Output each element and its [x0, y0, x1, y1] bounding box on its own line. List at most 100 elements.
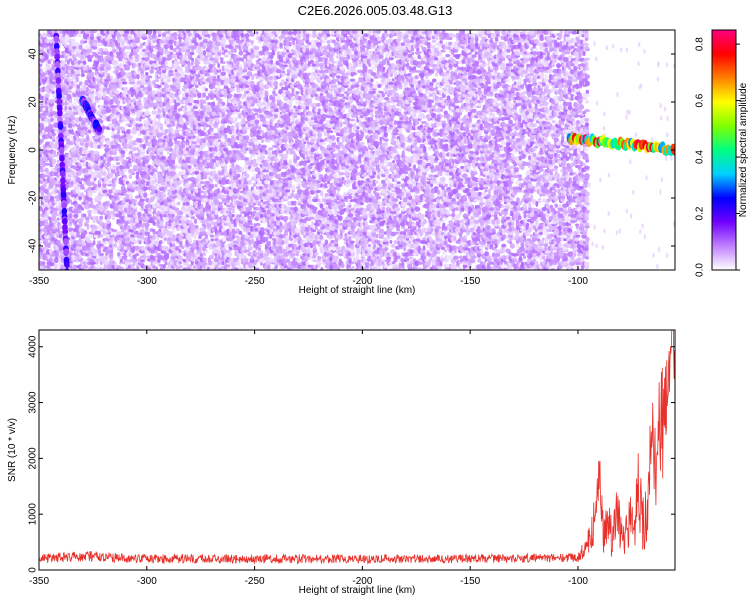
spectrogram-cell — [188, 233, 192, 240]
spectrogram-cell — [110, 183, 116, 187]
spectrogram-cell — [91, 189, 97, 194]
spectrogram-cell — [84, 223, 89, 227]
spectrogram-cell — [53, 263, 58, 269]
spectrogram-cell — [75, 30, 80, 35]
spectrogram-cell — [63, 125, 67, 132]
spectrogram-cell — [78, 147, 83, 152]
spectrogram-cell — [136, 73, 140, 80]
spectrogram-cell — [207, 33, 211, 38]
spectrogram-cell — [114, 109, 118, 113]
spectrogram-cell — [105, 107, 112, 114]
spectrogram-cell — [86, 240, 93, 244]
spectrogram-cell — [77, 33, 82, 38]
spectrogram-cell — [39, 228, 43, 233]
spectrogram-cell — [137, 211, 142, 218]
spectrogram-cell — [101, 168, 107, 173]
spectrogram-cell — [189, 51, 195, 56]
spectrogram-cell — [120, 126, 126, 131]
spectrogram-cell — [114, 263, 118, 270]
spectrogram-cell — [75, 42, 80, 48]
spectrogram-cell — [204, 250, 209, 254]
spectrogram-cell — [164, 60, 168, 66]
spectrogram-cell — [146, 213, 152, 218]
spectrogram-cell — [92, 240, 96, 246]
spectrogram-cell — [49, 98, 54, 105]
spectrogram-cell — [85, 150, 90, 154]
spectrogram-cell — [249, 123, 255, 127]
spectrogram-cell — [103, 80, 110, 85]
spectrogram-cell — [87, 132, 93, 136]
spectrogram-cell — [128, 168, 134, 173]
spectrogram-cell — [257, 125, 262, 132]
spectrogram-cell — [99, 234, 104, 238]
spectrogram-cell — [133, 239, 137, 245]
spectrogram-cell — [97, 93, 102, 99]
spectrogram-cell — [193, 218, 198, 224]
spectrogram-cell — [56, 159, 60, 163]
spectrogram-cell — [86, 54, 92, 60]
spectrogram-cell — [78, 138, 82, 142]
spectrogram-cell — [41, 261, 46, 265]
spectrogram-cell — [88, 150, 95, 154]
spectrogram-cell — [50, 117, 54, 123]
spectrogram-cell — [39, 216, 45, 222]
spectrogram-cell — [171, 120, 176, 124]
spectrogram-cell — [92, 76, 96, 83]
spectrogram-cell — [116, 31, 120, 35]
spectrogram-cell — [90, 153, 95, 158]
spectrogram-cell — [111, 150, 118, 156]
spectrogram-cell — [73, 213, 79, 219]
spectrogram-cell — [67, 90, 73, 94]
spectrogram-cell — [205, 30, 209, 35]
spectrogram-cell — [75, 188, 81, 194]
spectrogram-cell — [131, 172, 136, 176]
spectrogram-cell — [194, 84, 199, 88]
spectrogram-cell — [71, 170, 75, 175]
spectrogram-cell — [75, 149, 80, 155]
spectrogram-cell — [154, 63, 159, 67]
spectrogram-cell — [61, 86, 66, 92]
spectrogram-cell — [52, 98, 56, 104]
spectrogram-cell — [81, 245, 88, 251]
spectrogram-cell — [114, 39, 118, 44]
spectrogram-cell — [226, 87, 230, 93]
spectrogram-cell — [84, 172, 90, 176]
spectrogram-cell — [56, 239, 61, 245]
spectrogram-cell — [114, 229, 118, 233]
spectrogram-cell — [44, 93, 50, 98]
spectrogram-cell — [111, 131, 116, 136]
spectrogram-cell — [106, 200, 111, 207]
spectrogram-cell — [240, 32, 245, 38]
spectrogram-cell — [70, 114, 75, 119]
spectrogram-cell — [192, 198, 198, 202]
spectrogram-cell — [39, 95, 45, 101]
spectrogram-cell — [147, 75, 153, 79]
spectrogram-cell — [60, 36, 67, 41]
spectrogram-cell — [259, 227, 265, 233]
spectrogram-cell — [50, 72, 54, 76]
spectrogram-cell — [45, 42, 50, 47]
spectrogram-cell — [171, 94, 175, 101]
spectrogram-cell — [196, 92, 202, 99]
spectrogram-cell — [242, 165, 247, 170]
spectrogram-cell — [202, 257, 207, 263]
spectrogram-cell — [221, 124, 226, 128]
spectrogram-cell — [187, 264, 193, 268]
spectrogram-cell — [217, 139, 222, 143]
spectrogram-cell — [255, 258, 259, 263]
spectrogram-cell — [152, 228, 156, 232]
spectrogram-cell — [113, 127, 119, 131]
spectrogram-cell — [245, 185, 249, 191]
spectrogram-cell — [83, 258, 87, 262]
spectrogram-cell — [96, 195, 103, 201]
spectrogram-cell — [156, 30, 162, 35]
spectrogram-cell — [85, 219, 90, 224]
spectrogram-cell — [200, 190, 204, 194]
spectrogram-cell — [63, 146, 68, 151]
spectrogram-cell — [80, 112, 85, 116]
spectrogram-cell — [80, 216, 85, 220]
spectrogram-cell — [99, 47, 104, 53]
spectrogram-cell — [145, 109, 149, 113]
spectrogram-cell — [102, 125, 106, 130]
spectrogram-cell — [140, 179, 146, 185]
